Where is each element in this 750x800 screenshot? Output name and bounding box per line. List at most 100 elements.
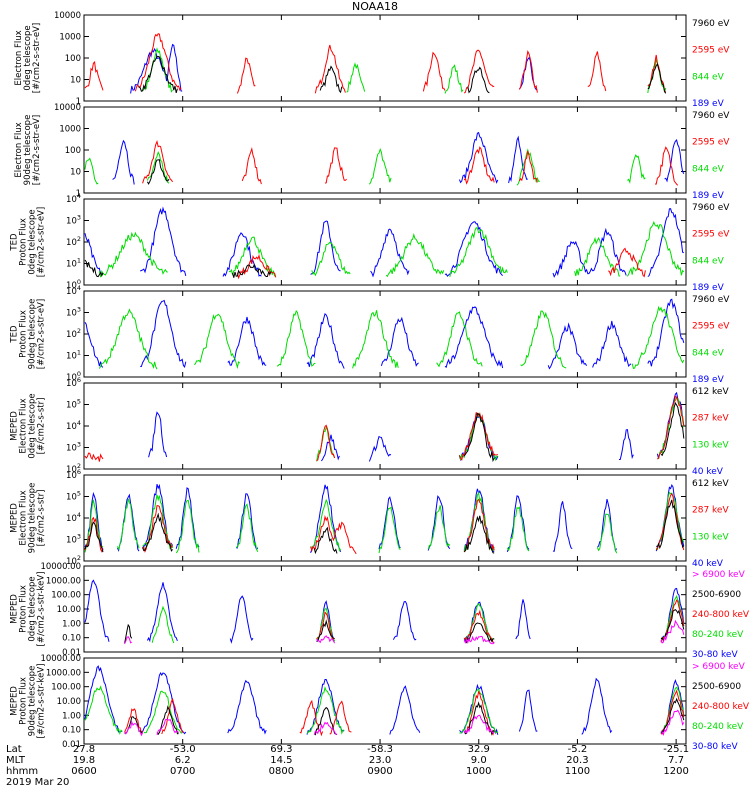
y-tick-label: 10000.00	[40, 562, 81, 572]
footer-tick-lat: 32.9	[467, 744, 490, 755]
y-axis-label: Electron Flux	[14, 122, 24, 177]
legend-entry: 2500-6900	[692, 590, 741, 600]
footer-tick-hhmm: 1100	[564, 766, 591, 777]
series-line	[112, 131, 685, 185]
series-line	[84, 395, 685, 462]
panel-frame	[83, 106, 687, 194]
y-axis-label: 0deg telescope	[28, 209, 38, 274]
y-axis-label: 90deg telescope	[28, 299, 38, 370]
legend-entry: 2595 eV	[692, 230, 730, 240]
y-tick-label: 101	[66, 349, 81, 362]
footer-tick-mlt: 6.2	[174, 755, 191, 766]
series-line	[84, 33, 667, 94]
date-label: 2019 Mar 20	[6, 777, 70, 788]
y-tick-label: 103	[66, 306, 81, 319]
legend-entry: 189 eV	[692, 283, 725, 293]
series-line	[124, 689, 685, 737]
series-line	[463, 401, 685, 463]
legend-entry: 2595 eV	[692, 322, 730, 332]
series-line	[84, 499, 685, 555]
legend-entry: 80-240 keV	[692, 722, 744, 732]
legend-entry: 240-800 keV	[692, 610, 750, 620]
y-axis-label: [#/cm2-s-str]	[37, 398, 47, 455]
y-axis-label: Electron Flux	[14, 30, 24, 85]
y-tick-label: 100	[65, 54, 81, 64]
series-line	[138, 55, 667, 94]
y-tick-label: 1000.00	[46, 668, 81, 678]
series-line	[84, 259, 272, 278]
y-axis-label: Proton Flux	[19, 218, 29, 266]
legend-entry: 287 keV	[692, 506, 729, 516]
y-axis-label: Electron Flux	[19, 398, 29, 453]
y-tick-label: 1.00	[62, 619, 81, 629]
series-line	[84, 483, 685, 553]
legend-entry: 189 eV	[692, 191, 725, 201]
footer-tick-hhmm: 0600	[71, 766, 97, 777]
y-axis-label: [#/cm2-s-str-keV]	[37, 664, 47, 739]
legend-entry: 2595 eV	[692, 46, 730, 56]
y-axis-label: Proton Flux	[19, 677, 29, 725]
footer-row-label: MLT	[6, 755, 25, 766]
y-axis-label: Proton Flux	[19, 585, 29, 633]
y-tick-label: 100.00	[51, 591, 81, 601]
series-line	[146, 159, 170, 185]
y-axis-label: [#/cm2-s-str-eV]	[32, 115, 42, 185]
legend-entry: 844 eV	[692, 256, 725, 266]
legend-entry: 844 eV	[692, 164, 725, 174]
series-line	[84, 492, 685, 555]
series-line	[142, 47, 667, 94]
footer-tick-lat: -5.2	[567, 744, 588, 755]
legend-entry: 130 keV	[692, 440, 729, 450]
y-tick-label: 10000.00	[40, 654, 81, 664]
series-line	[316, 599, 685, 644]
footer-tick-mlt: 7.7	[668, 755, 685, 766]
y-tick-label: 103	[66, 214, 81, 227]
y-axis-label: TED	[10, 325, 20, 344]
footer-tick-mlt: 19.8	[72, 755, 96, 766]
legend-entry: 80-240 keV	[692, 630, 744, 640]
chart-title: NOAA18	[351, 0, 399, 13]
series-line	[236, 247, 646, 280]
y-tick-label: 104	[66, 192, 81, 205]
legend-entry: 189 eV	[692, 99, 725, 109]
footer-tick-hhmm: 0800	[268, 766, 295, 777]
y-tick-label: 1	[76, 189, 81, 199]
legend-entry: 612 keV	[692, 387, 729, 397]
legend-entry: 844 eV	[692, 72, 725, 82]
series-line	[316, 396, 685, 462]
y-tick-label: 1000.00	[46, 576, 81, 586]
legend-entry: 40 keV	[692, 467, 724, 477]
legend-entry: 30-80 keV	[692, 742, 738, 752]
y-tick-label: 102	[66, 327, 81, 340]
footer-tick-lat: 69.3	[270, 744, 293, 755]
series-line	[84, 206, 684, 278]
legend-entry: > 6900 keV	[692, 570, 746, 580]
y-axis-label: [#/cm2-s-str-eV]	[32, 23, 42, 93]
y-axis-label: TED	[10, 233, 20, 252]
footer-row-label: Lat	[6, 744, 22, 755]
y-tick-label: 10	[70, 168, 81, 178]
y-tick-label: 0.10	[62, 634, 81, 644]
legend-entry: > 6900 keV	[692, 662, 746, 672]
y-tick-label: 104	[66, 419, 81, 432]
series-line	[142, 140, 679, 186]
y-axis-label: Electron Flux	[19, 490, 29, 545]
footer-tick-lat: 27.8	[72, 744, 96, 755]
y-tick-label: 0.01	[62, 648, 81, 658]
y-axis-label: MEPED	[10, 411, 20, 441]
legend-entry: 189 eV	[692, 375, 725, 385]
legend-entry: 130 keV	[692, 532, 729, 542]
footer-tick-mlt: 14.5	[270, 755, 293, 766]
y-axis-label: [#/cm2-s-str-eV]	[37, 207, 47, 277]
y-axis-label: 90deg telescope	[28, 483, 38, 554]
y-tick-label: 101	[66, 257, 81, 270]
y-tick-label: 1000	[59, 125, 81, 135]
series-line	[84, 579, 685, 644]
y-tick-label: 1	[76, 97, 81, 107]
series-line	[148, 391, 685, 462]
y-axis-label: [#/cm2-s-str]	[37, 490, 47, 547]
y-tick-label: 0.01	[62, 740, 81, 750]
panel-frame	[83, 565, 687, 653]
legend-entry: 7960 eV	[692, 111, 730, 121]
